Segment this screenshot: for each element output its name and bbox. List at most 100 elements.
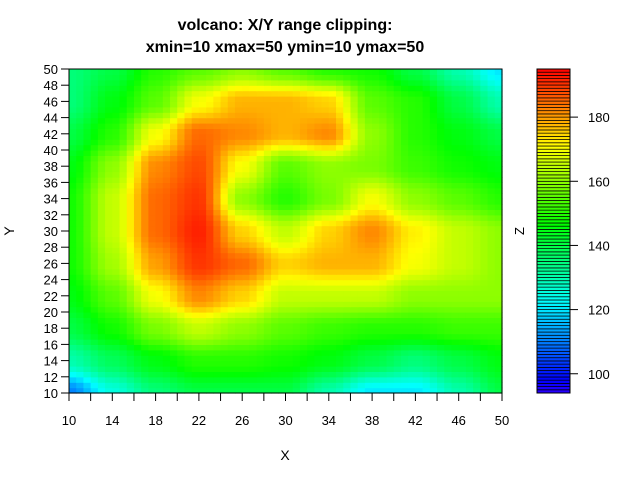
heatmap-cell (343, 349, 352, 356)
heatmap-cell (415, 349, 424, 356)
heatmap-cell (148, 382, 157, 389)
heatmap-cell (242, 285, 251, 291)
heatmap-cell (357, 328, 366, 335)
heatmap-cell (184, 387, 193, 394)
heatmap-cell (372, 85, 380, 92)
heatmap-cell (393, 360, 402, 367)
heatmap-cell (415, 225, 424, 232)
heatmap-cell (105, 182, 113, 189)
heatmap-cell (408, 247, 416, 254)
heatmap-cell (162, 166, 171, 173)
heatmap-cell (191, 301, 200, 308)
heatmap-cell (90, 96, 99, 102)
heatmap-cell (487, 74, 496, 81)
heatmap-cell (278, 150, 287, 156)
heatmap-cell (314, 247, 323, 254)
heatmap-cell (357, 344, 366, 351)
heatmap-cell (473, 74, 481, 81)
heatmap-cell (112, 312, 121, 318)
heatmap-cell (83, 106, 92, 113)
heatmap-cell (112, 79, 121, 86)
heatmap-cell (191, 258, 200, 264)
heatmap-cell (386, 317, 395, 324)
heatmap-cell (141, 366, 149, 372)
heatmap-cell (422, 166, 431, 173)
heatmap-cell (162, 74, 171, 81)
heatmap-cell (473, 133, 481, 140)
heatmap-cell (220, 387, 229, 394)
heatmap-cell (379, 133, 388, 140)
heatmap-cell (321, 236, 330, 243)
heatmap-cell (141, 128, 149, 135)
heatmap-cell (97, 279, 106, 286)
colorbar-band (536, 289, 571, 294)
heatmap-cell (126, 117, 135, 124)
heatmap-cell (162, 258, 171, 264)
heatmap-cell (177, 328, 186, 335)
heatmap-cell (336, 90, 344, 97)
heatmap-cell (314, 112, 323, 119)
heatmap-cell (393, 198, 402, 205)
heatmap-cell (314, 349, 323, 356)
heatmap-cell (112, 360, 121, 367)
heatmap-cell (400, 155, 409, 162)
heatmap-cell (379, 279, 388, 286)
heatmap-cell (437, 295, 445, 302)
heatmap-cell (148, 236, 157, 243)
heatmap-cell (198, 371, 207, 378)
heatmap-cell (494, 252, 503, 259)
heatmap-cell (126, 366, 135, 372)
heatmap-cell (256, 301, 265, 308)
heatmap-cell (148, 144, 157, 151)
heatmap-cell (278, 171, 287, 178)
heatmap-cell (415, 322, 424, 329)
heatmap-cell (480, 204, 489, 210)
heatmap-cell (148, 187, 157, 194)
heatmap-cell (480, 85, 489, 92)
heatmap-cell (105, 117, 113, 124)
heatmap-cell (234, 328, 243, 335)
heatmap-cell (170, 366, 178, 372)
heatmap-cell (429, 106, 438, 113)
heatmap-cell (256, 133, 265, 140)
heatmap-cell (408, 171, 416, 178)
heatmap-cell (473, 366, 481, 372)
heatmap-cell (227, 96, 236, 102)
heatmap-cell (408, 387, 416, 394)
heatmap-cell (372, 117, 380, 124)
heatmap-cell (437, 247, 445, 254)
heatmap-cell (487, 231, 496, 237)
heatmap-cell (83, 344, 92, 351)
heatmap-cell (321, 355, 330, 362)
heatmap-cell (465, 90, 474, 97)
heatmap-cell (184, 241, 193, 248)
heatmap-cell (307, 79, 315, 86)
heatmap-cell (314, 85, 323, 92)
heatmap-cell (415, 285, 424, 291)
heatmap-cell (263, 274, 272, 281)
heatmap-cell (379, 198, 388, 205)
heatmap-cell (69, 241, 77, 248)
heatmap-cell (119, 328, 128, 335)
heatmap-cell (198, 360, 207, 367)
heatmap-cell (386, 333, 395, 340)
heatmap-cell (372, 112, 380, 119)
heatmap-cell (148, 112, 157, 119)
heatmap-cell (372, 133, 380, 140)
heatmap-cell (83, 198, 92, 205)
heatmap-cell (76, 355, 85, 362)
heatmap-cell (393, 322, 402, 329)
heatmap-cell (487, 322, 496, 329)
heatmap-cell (191, 247, 200, 254)
heatmap-cell (379, 322, 388, 329)
heatmap-cell (249, 96, 258, 102)
heatmap-cell (465, 85, 474, 92)
heatmap-cell (242, 333, 251, 340)
heatmap-cell (451, 209, 460, 216)
heatmap-cell (292, 312, 301, 318)
heatmap-cell (444, 74, 453, 81)
heatmap-cell (480, 112, 489, 119)
heatmap-cell (343, 312, 352, 318)
heatmap-cell (83, 306, 92, 313)
heatmap-cell (299, 333, 308, 340)
